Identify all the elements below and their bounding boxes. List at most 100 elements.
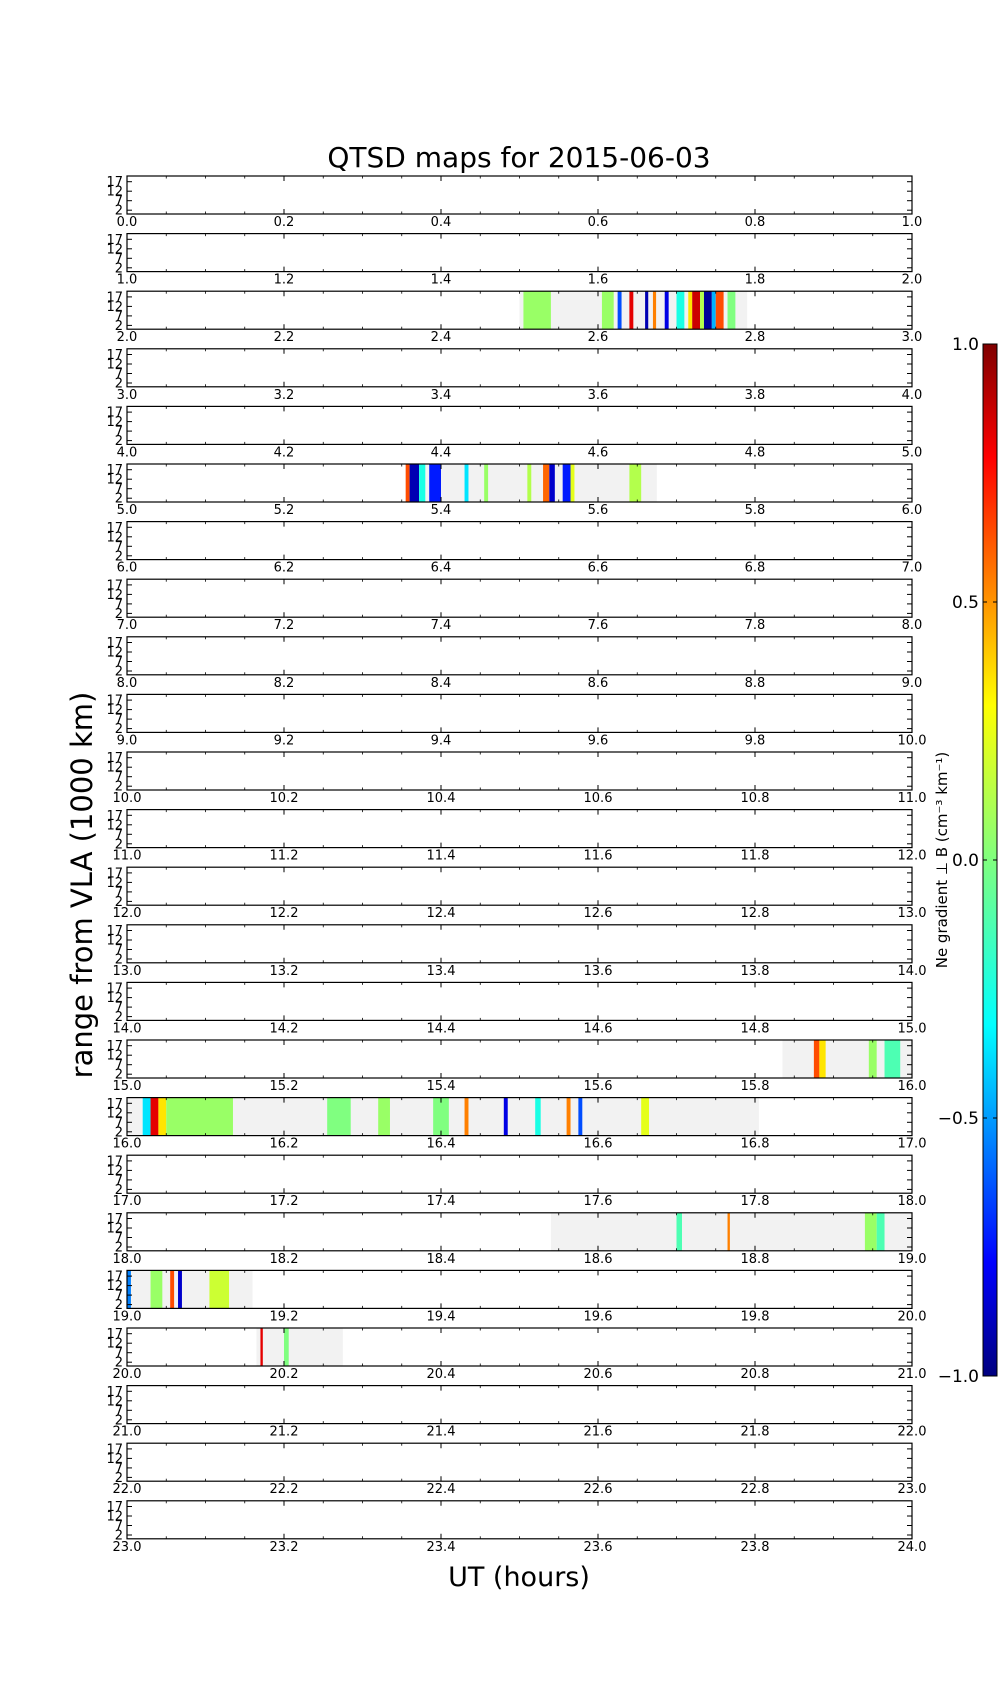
y-tick-label: 17: [106, 694, 123, 709]
y-tick-label: 7: [115, 597, 123, 612]
x-tick-label: 11.0: [113, 849, 142, 864]
y-tick-label: 12: [106, 473, 123, 488]
x-tick-label: 4.6: [588, 445, 609, 460]
x-tick-label: 22.2: [270, 1482, 299, 1497]
gradient-feature: [727, 1212, 730, 1251]
y-tick-label: 12: [106, 646, 123, 661]
y-tick-label: 7: [115, 482, 123, 497]
x-tick-label: 3.0: [117, 388, 138, 403]
y-tick-label: 7: [115, 252, 123, 267]
x-tick-label: 10.0: [898, 733, 927, 748]
gradient-feature: [578, 1097, 583, 1136]
x-tick-label: 7.4: [431, 618, 452, 633]
y-tick-label: 12: [106, 300, 123, 315]
gradient-feature: [819, 1040, 826, 1078]
y-tick-label: 2: [115, 1010, 123, 1025]
y-tick-label: 17: [106, 636, 123, 651]
gradient-feature: [433, 1097, 449, 1136]
gradient-feature: [727, 291, 736, 330]
x-tick-label: 8.6: [588, 676, 609, 691]
x-tick-label: 20.8: [741, 1367, 770, 1382]
x-tick-label: 7.0: [117, 618, 138, 633]
y-tick-label: 7: [115, 1346, 123, 1361]
y-tick-label: 7: [115, 1289, 123, 1304]
panel-frame: [126, 1384, 913, 1425]
x-tick-label: 10.8: [741, 791, 770, 806]
x-tick-label: 1.6: [588, 273, 609, 288]
y-tick-label: 2: [115, 1125, 123, 1140]
x-tick-label: 10.0: [113, 791, 142, 806]
y-axis-label: range from VLA (1000 km): [65, 692, 99, 1079]
gradient-feature: [676, 1212, 682, 1251]
y-tick-label: 7: [115, 1001, 123, 1016]
x-tick-label: 21.0: [113, 1425, 142, 1440]
x-tick-label: 8.0: [117, 676, 138, 691]
y-tick-label: 7: [115, 1519, 123, 1534]
coverage-region: [127, 1270, 253, 1309]
x-tick-label: 0.8: [745, 215, 766, 230]
panel-frame: [126, 924, 913, 964]
y-tick-label: 7: [115, 540, 123, 555]
x-tick-label: 19.6: [584, 1309, 613, 1324]
y-tick-label: 17: [106, 578, 123, 593]
y-tick-label: 17: [106, 924, 123, 939]
x-tick-label: 1.0: [117, 273, 138, 288]
gradient-feature: [178, 1270, 182, 1309]
gradient-feature: [700, 291, 704, 330]
x-tick-label: 5.8: [745, 503, 766, 518]
colorbar-tick-label: 0.0: [952, 851, 979, 871]
y-tick-label: 2: [115, 492, 123, 507]
panel-frame: [126, 1327, 913, 1367]
x-tick-label: 14.6: [584, 1021, 613, 1036]
y-tick-label: 12: [106, 991, 123, 1006]
x-tick-label: 4.4: [431, 445, 452, 460]
panel-frame: [126, 693, 913, 734]
x-tick-label: 17.0: [898, 1137, 927, 1152]
x-tick-label: 0.2: [274, 215, 295, 230]
x-tick-label: 15.2: [270, 1079, 299, 1094]
x-tick-label: 15.4: [427, 1079, 456, 1094]
y-tick-label: 12: [106, 1106, 123, 1121]
y-tick-label: 12: [106, 415, 123, 430]
x-tick-label: 6.0: [117, 561, 138, 576]
gradient-feature: [864, 1212, 877, 1251]
x-tick-label: 8.4: [431, 676, 452, 691]
gradient-feature: [562, 464, 571, 502]
y-tick-label: 7: [115, 1404, 123, 1419]
gradient-feature: [142, 1097, 151, 1136]
panel-frame: [126, 636, 913, 676]
x-tick-label: 9.0: [902, 676, 923, 691]
gradient-feature: [260, 1328, 263, 1366]
x-tick-label: 4.2: [274, 445, 295, 460]
x-tick-label: 17.0: [113, 1194, 142, 1209]
y-tick-label: 7: [115, 367, 123, 382]
y-tick-label: 2: [115, 665, 123, 680]
y-tick-label: 17: [106, 233, 123, 248]
x-tick-label: 0.6: [588, 215, 609, 230]
gradient-feature: [715, 291, 724, 330]
y-tick-label: 2: [115, 1068, 123, 1083]
x-tick-label: 11.8: [741, 849, 770, 864]
x-tick-label: 5.4: [431, 503, 452, 518]
gradient-feature: [543, 464, 550, 502]
x-tick-label: 0.0: [117, 215, 138, 230]
y-tick-label: 2: [115, 1298, 123, 1313]
x-tick-label: 9.8: [745, 733, 766, 748]
x-tick-label: 12.2: [270, 906, 299, 921]
panel-frame: [126, 808, 913, 849]
x-tick-label: 2.6: [588, 330, 609, 345]
x-tick-label: 7.0: [902, 561, 923, 576]
gradient-feature: [527, 464, 532, 502]
x-tick-label: 18.6: [584, 1252, 613, 1267]
y-tick-label: 2: [115, 1241, 123, 1256]
gradient-feature: [549, 464, 555, 502]
gradient-feature: [664, 291, 669, 330]
